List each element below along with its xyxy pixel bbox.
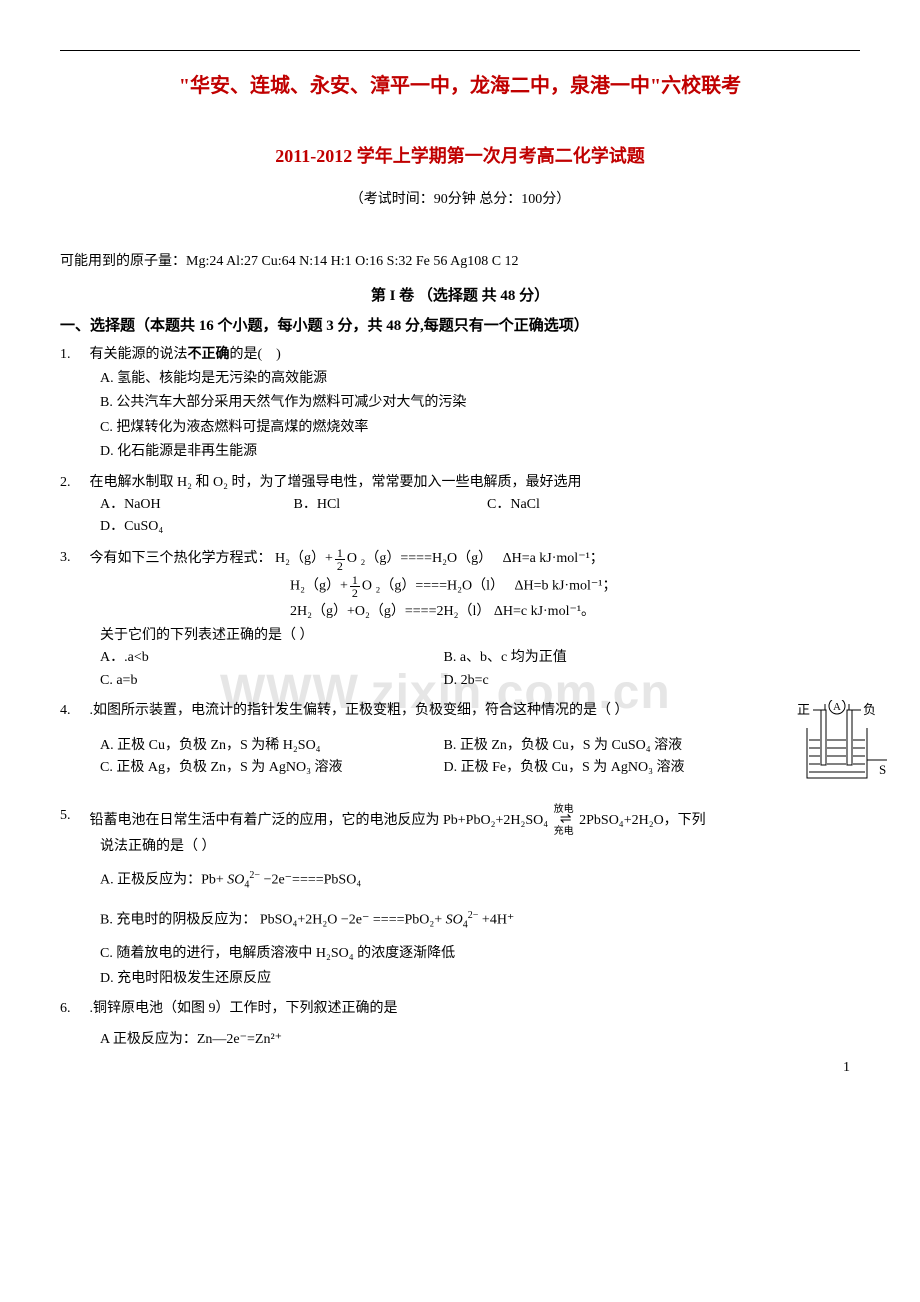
diagram-ammeter-label: A xyxy=(833,701,841,713)
q4-option-b: B. 正极 Zn，负极 Cu，S 为 CuSO₄ 溶液 xyxy=(444,735,724,757)
fraction-half-2: 12 xyxy=(350,574,360,599)
q5-option-b: B. 充电时的阴极反应为： PbSO₄+2H₂O −2e⁻ ====PbO₂+ … xyxy=(100,908,860,933)
q5a-ion-sup: 2− xyxy=(249,870,260,881)
question-4: 4. .如图所示装置，电流计的指针发生偏转，正极变粗，负极变细，符合这种情况的是… xyxy=(60,700,860,779)
q3-option-a: A．.a<b xyxy=(100,647,440,669)
q5-number: 5. xyxy=(60,805,86,827)
q5-option-a: A. 正极反应为：Pb+ SO42− −2e⁻====PbSO₄ xyxy=(100,868,860,893)
q5-stem-line2: 说法正确的是（ ） xyxy=(60,836,860,858)
q4-stem: .如图所示装置，电流计的指针发生偏转，正极变粗，负极变细，符合这种情况的是（ ） xyxy=(90,703,629,718)
question-6: 6. .铜锌原电池（如图 9）工作时，下列叙述正确的是 A 正极反应为：Zn—2… xyxy=(60,998,860,1051)
arrow-bot-label: 充电 xyxy=(554,827,574,836)
q5-stem: 铅蓄电池在日常生活中有着广泛的应用，它的电池反应为 Pb+PbO₂+2H₂SO₄… xyxy=(90,813,706,828)
q3-eq3: 2H₂（g）+O₂（g）====2H₂（l） ΔH=c kJ·mol⁻¹。 xyxy=(60,601,860,623)
q1-number: 1. xyxy=(60,344,86,366)
q3-number: 3. xyxy=(60,547,86,569)
q3-stem-prefix: 今有如下三个热化学方程式： xyxy=(90,551,272,566)
q5-stem-prefix: 铅蓄电池在日常生活中有着广泛的应用，它的电池反应为 Pb+PbO₂+2H₂SO₄ xyxy=(90,813,549,828)
diagram-s-label: S xyxy=(879,762,886,777)
q2-option-a: A．NaOH xyxy=(100,494,230,516)
q4-number: 4. xyxy=(60,700,86,722)
q3-eq1-right: ΔH=a kJ·mol⁻¹； xyxy=(503,551,604,566)
q4-option-d: D. 正极 Fe，负极 Cu，S 为 AgNO₃ 溶液 xyxy=(444,757,724,779)
q2-stem: 在电解水制取 H₂ 和 O₂ 时，为了增强导电性，常常要加入一些电解质，最好选用 xyxy=(90,475,582,490)
q4-diagram: 正 A 负 xyxy=(795,700,890,798)
q3-option-c: C. a=b xyxy=(100,670,440,692)
section-title: 一、选择题（本题共 16 个小题，每小题 3 分，共 48 分,每题只有一个正确… xyxy=(60,314,860,338)
q5a-ion-base: SO xyxy=(227,873,244,888)
q1-stem: 有关能源的说法不正确的是( ) xyxy=(90,347,281,362)
q3-substem: 关于它们的下列表述正确的是（ ） xyxy=(60,625,860,647)
question-2: 2. 在电解水制取 H₂ 和 O₂ 时，为了增强导电性，常常要加入一些电解质，最… xyxy=(60,472,860,539)
q3-option-d: D. 2b=c xyxy=(444,670,784,692)
q4-option-c: C. 正极 Ag，负极 Zn，S 为 AgNO₃ 溶液 xyxy=(100,757,380,779)
q2-option-c: C．NaCl xyxy=(487,494,617,516)
title-sub: 2011-2012 学年上学期第一次月考高二化学试题 xyxy=(60,142,860,171)
q5b-prefix: B. 充电时的阴极反应为： PbSO₄+2H₂O −2e⁻ ====PbO₂+ xyxy=(100,913,446,928)
question-5: 5. 铅蓄电池在日常生活中有着广泛的应用，它的电池反应为 Pb+PbO₂+2H₂… xyxy=(60,805,860,990)
q1-option-a: A. 氢能、核能均是无污染的高效能源 xyxy=(100,368,860,390)
document-body: "华安、连城、永安、漳平一中，龙海二中，泉港一中"六校联考 2011-2012 … xyxy=(60,70,860,1051)
q3-eq2-right: ΔH=b kJ·mol⁻¹； xyxy=(514,578,616,593)
q3-eq2: H₂（g）+12O ₂（g）====H₂O（l） ΔH=b kJ·mol⁻¹； xyxy=(60,574,860,599)
q1-option-c: C. 把煤转化为液态燃料可提高煤的燃烧效率 xyxy=(100,417,860,439)
q5-option-c: C. 随着放电的进行，电解质溶液中 H₂SO₄ 的浓度逐渐降低 xyxy=(100,943,860,965)
q5a-ion-sub: 4 xyxy=(244,880,249,891)
diagram-pos-label: 正 xyxy=(797,702,810,717)
q5-stem-suffix: 2PbSO₄+2H₂O，下列 xyxy=(579,813,706,828)
q3-eq1-mid: O ₂（g）====H₂O（g） xyxy=(347,551,492,566)
q6-option-a: A 正极反应为：Zn—2e⁻=Zn²⁺ xyxy=(100,1029,860,1051)
q1-option-b: B. 公共汽车大部分采用天然气作为燃料可减少对大气的污染 xyxy=(100,392,860,414)
q1-option-d: D. 化石能源是非再生能源 xyxy=(100,441,860,463)
q5-option-d: D. 充电时阳极发生还原反应 xyxy=(100,968,860,990)
title-main: "华安、连城、永安、漳平一中，龙海二中，泉港一中"六校联考 xyxy=(60,70,860,102)
fraction-half-1: 12 xyxy=(335,547,345,572)
equilibrium-arrows-icon: 放电 ⇌ 充电 xyxy=(554,805,574,836)
q5a-suffix: −2e⁻====PbSO₄ xyxy=(260,873,361,888)
atomic-masses: 可能用到的原子量：Mg:24 Al:27 Cu:64 N:14 H:1 O:16… xyxy=(60,251,860,273)
q2-option-b: B．HCl xyxy=(294,494,424,516)
question-3: 3. 今有如下三个热化学方程式： H₂（g）+12O ₂（g）====H₂O（g… xyxy=(60,547,860,693)
header-rule xyxy=(60,50,860,51)
diagram-neg-label: 负 xyxy=(863,702,876,717)
q5b-ion-base: SO xyxy=(446,913,463,928)
q3-eq2-mid: O ₂（g）====H₂O（l） xyxy=(362,578,504,593)
electrolysis-diagram-icon: 正 A 负 xyxy=(795,700,890,790)
q2-option-d: D．CuSO₄ xyxy=(100,516,230,538)
q5a-prefix: A. 正极反应为：Pb+ xyxy=(100,873,227,888)
q6-number: 6. xyxy=(60,998,86,1020)
page-number: 1 xyxy=(843,1057,850,1079)
part-title: 第 I 卷 （选择题 共 48 分） xyxy=(60,284,860,308)
q6-stem: .铜锌原电池（如图 9）工作时，下列叙述正确的是 xyxy=(90,1001,398,1016)
q3-eq1-left: H₂（g）+ xyxy=(275,551,333,566)
q5b-ion-sup: 2− xyxy=(468,910,479,921)
question-1: 1. 有关能源的说法不正确的是( ) A. 氢能、核能均是无污染的高效能源 B.… xyxy=(60,344,860,464)
q3-stem: 今有如下三个热化学方程式： H₂（g）+12O ₂（g）====H₂O（g） Δ… xyxy=(90,551,604,566)
q2-number: 2. xyxy=(60,472,86,494)
q4-option-a: A. 正极 Cu，负极 Zn，S 为稀 H₂SO₄ xyxy=(100,735,380,757)
q5b-suffix: +4H⁺ xyxy=(478,913,514,928)
exam-info: （考试时间：90分钟 总分：100分） xyxy=(60,189,860,211)
q3-option-b: B. a、b、c 均为正值 xyxy=(444,647,784,669)
q3-eq2-left: H₂（g）+ xyxy=(290,578,348,593)
